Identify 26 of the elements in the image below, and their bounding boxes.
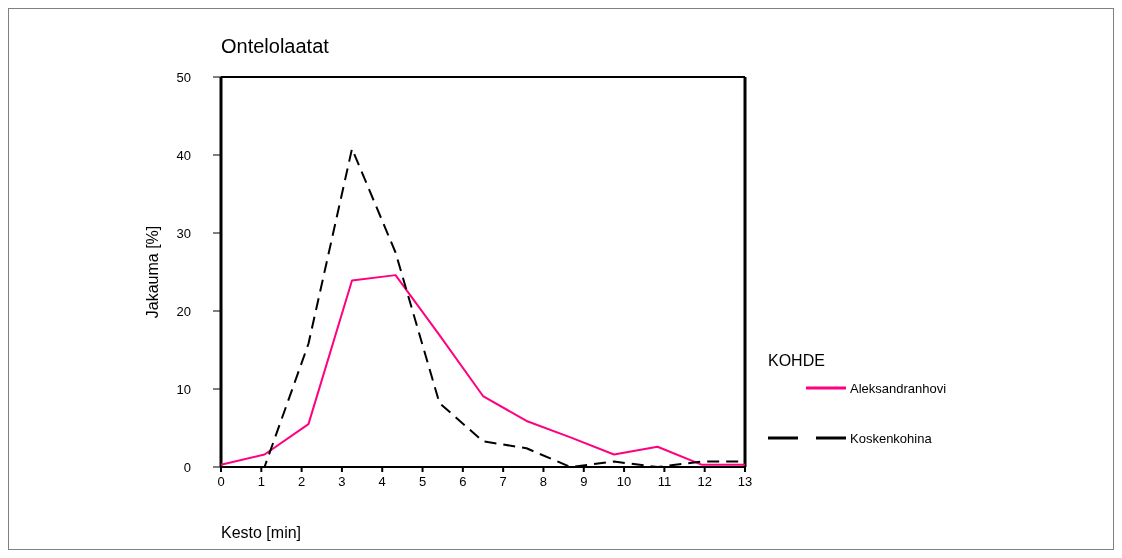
x-tick-label: 8 [539,474,548,489]
x-tick-label: 10 [616,474,632,489]
x-tick-label: 13 [737,474,753,489]
legend-label: Aleksandranhovi [850,380,947,396]
x-tick-label: 4 [378,474,386,489]
y-tick-label: 40 [176,147,191,163]
chart-title: Ontelolaatat [221,35,330,57]
x-tick-label: 7 [499,474,507,489]
x-tick-label: 3 [338,474,346,489]
y-tick-label: 10 [176,381,191,397]
x-axis-title: Kesto [min] [221,524,302,541]
x-tick-label: 9 [580,474,588,489]
x-tick-label: 5 [418,474,427,489]
legend-title: KOHDE [768,352,825,369]
y-tick-label: 20 [176,303,191,319]
x-tick-label: 2 [298,474,306,489]
x-tick-label: 12 [697,474,712,489]
y-tick-label: 50 [176,69,191,85]
x-tick-label: 1 [257,474,265,489]
legend-label: Koskenkohina [850,430,933,446]
x-tick-label: 6 [459,474,467,489]
y-tick-label: 30 [176,225,191,241]
x-tick-label: 0 [217,474,225,489]
x-tick-label: 11 [657,474,672,489]
y-tick-label: 0 [183,459,191,475]
y-axis-title: Jakauma [%] [144,225,161,319]
